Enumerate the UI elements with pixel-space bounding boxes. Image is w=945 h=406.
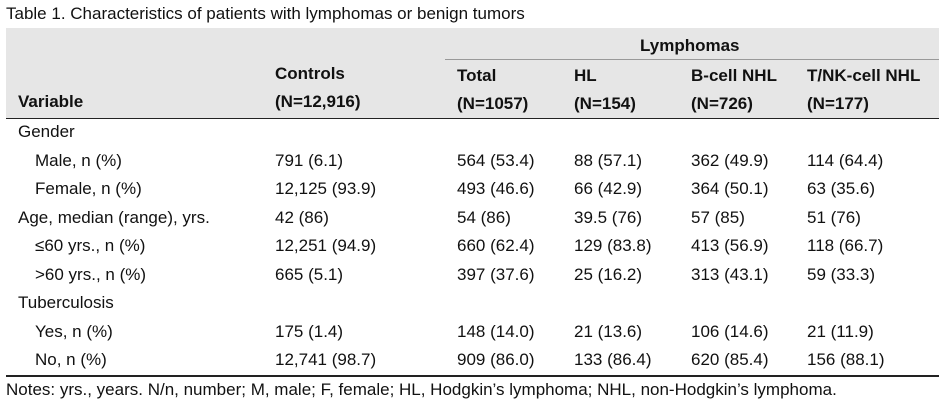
table-cell: 362 (49.9) <box>691 151 769 170</box>
table-cell: 21 (11.9) <box>807 322 874 341</box>
row-label: >60 yrs., n (%) <box>35 265 147 284</box>
col-header-hl: HL <box>574 66 597 85</box>
table-cell: 564 (53.4) <box>457 151 535 170</box>
group-header-lymphomas: Lymphomas <box>640 36 740 55</box>
row-label: Yes, n (%) <box>35 322 113 341</box>
row-label: No, n (%) <box>35 350 107 369</box>
table-cell: 66 (42.9) <box>574 179 643 198</box>
table-cell: 54 (86) <box>457 208 511 227</box>
table-cell: 413 (56.9) <box>691 236 769 255</box>
col-header-tnk-n: (N=177) <box>807 94 869 113</box>
row-label: Tuberculosis <box>18 293 114 312</box>
table-cell: 493 (46.6) <box>457 179 535 198</box>
table-cell: 660 (62.4) <box>457 236 535 255</box>
table-cell: 175 (1.4) <box>275 322 344 341</box>
table-caption: Table 1. Characteristics of patients wit… <box>6 4 525 23</box>
table-cell: 59 (33.3) <box>807 265 876 284</box>
table-cell: 364 (50.1) <box>691 179 769 198</box>
table-cell: 12,251 (94.9) <box>275 236 377 255</box>
bottom-rule <box>6 375 939 377</box>
table-cell: 21 (13.6) <box>574 322 643 341</box>
col-header-controls: Controls <box>275 64 345 83</box>
row-label: Male, n (%) <box>35 151 122 170</box>
header-background <box>6 28 939 118</box>
row-label: ≤60 yrs., n (%) <box>35 236 146 255</box>
header-rule <box>6 118 939 119</box>
table-cell: 397 (37.6) <box>457 265 535 284</box>
table-cell: 313 (43.1) <box>691 265 769 284</box>
col-header-total-n: (N=1057) <box>457 94 529 113</box>
table-cell: 57 (85) <box>691 208 745 227</box>
table-cell: 51 (76) <box>807 208 861 227</box>
table-cell: 88 (57.1) <box>574 151 643 170</box>
table-cell: 39.5 (76) <box>574 208 643 227</box>
group-underline <box>445 59 939 60</box>
table-cell: 791 (6.1) <box>275 151 344 170</box>
table-cell: 12,125 (93.9) <box>275 179 377 198</box>
row-label: Gender <box>18 122 75 141</box>
table-cell: 25 (16.2) <box>574 265 643 284</box>
col-header-hl-n: (N=154) <box>574 94 636 113</box>
table-cell: 12,741 (98.7) <box>275 350 377 369</box>
col-header-controls-n: (N=12,916) <box>275 92 361 111</box>
col-header-total: Total <box>457 66 497 85</box>
table-cell: 118 (66.7) <box>807 236 884 255</box>
table-cell: 63 (35.6) <box>807 179 876 198</box>
table-cell: 156 (88.1) <box>807 350 885 369</box>
table-cell: 42 (86) <box>275 208 329 227</box>
row-label: Age, median (range), yrs. <box>18 208 210 227</box>
col-header-bcell: B-cell NHL <box>691 66 777 85</box>
col-header-bcell-n: (N=726) <box>691 94 753 113</box>
row-label: Female, n (%) <box>35 179 142 198</box>
table-cell: 665 (5.1) <box>275 265 344 284</box>
table-cell: 620 (85.4) <box>691 350 769 369</box>
table-cell: 148 (14.0) <box>457 322 535 341</box>
table-cell: 129 (83.8) <box>574 236 652 255</box>
table-cell: 106 (14.6) <box>691 322 769 341</box>
table-cell: 133 (86.4) <box>574 350 652 369</box>
col-header-variable: Variable <box>18 92 84 111</box>
table-cell: 909 (86.0) <box>457 350 535 369</box>
table-cell: 114 (64.4) <box>807 151 884 170</box>
col-header-tnk: T/NK-cell NHL <box>807 66 921 85</box>
table-notes: Notes: yrs., years. N/n, number; M, male… <box>6 380 837 399</box>
